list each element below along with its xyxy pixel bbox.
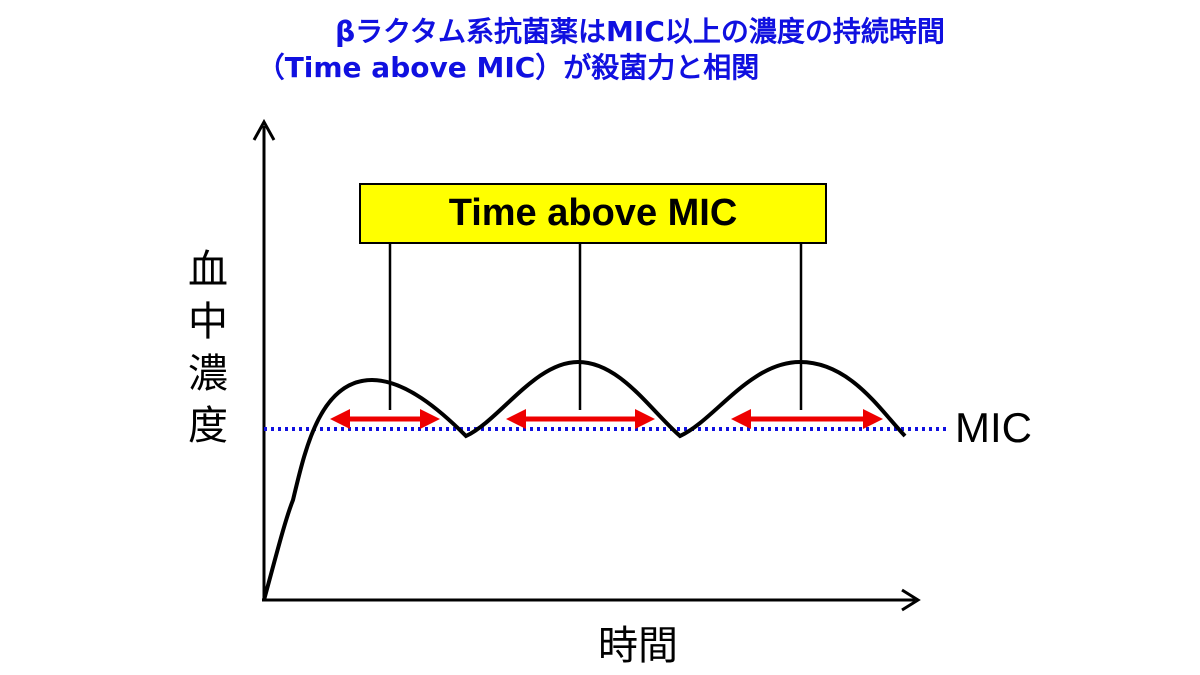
y-axis-label: 血 中 濃 度 [183,244,233,452]
title-line-1: βラクタム系抗菌薬はMIC以上の濃度の持続時間 [335,15,945,48]
time-above-mic-callout: Time above MIC [359,183,827,244]
y-axis-arrowhead [252,118,276,141]
mic-label: MIC [955,404,1032,451]
y-axis-label-char: 度 [188,403,228,449]
x-axis-arrowhead [901,588,921,612]
time-above-mic-arrow [330,409,440,429]
x-axis-label: 時間 [598,623,678,669]
time-above-mic-arrow [731,409,883,429]
y-axis-label-char: 中 [188,299,228,345]
concentration-curve [262,359,907,601]
time-above-mic-arrow [506,409,655,429]
title-line-2: （Time above MIC）が殺菌力と相関 [256,51,760,84]
y-axis-label-char: 濃 [188,351,228,397]
y-axis-label-char: 血 [188,247,228,293]
